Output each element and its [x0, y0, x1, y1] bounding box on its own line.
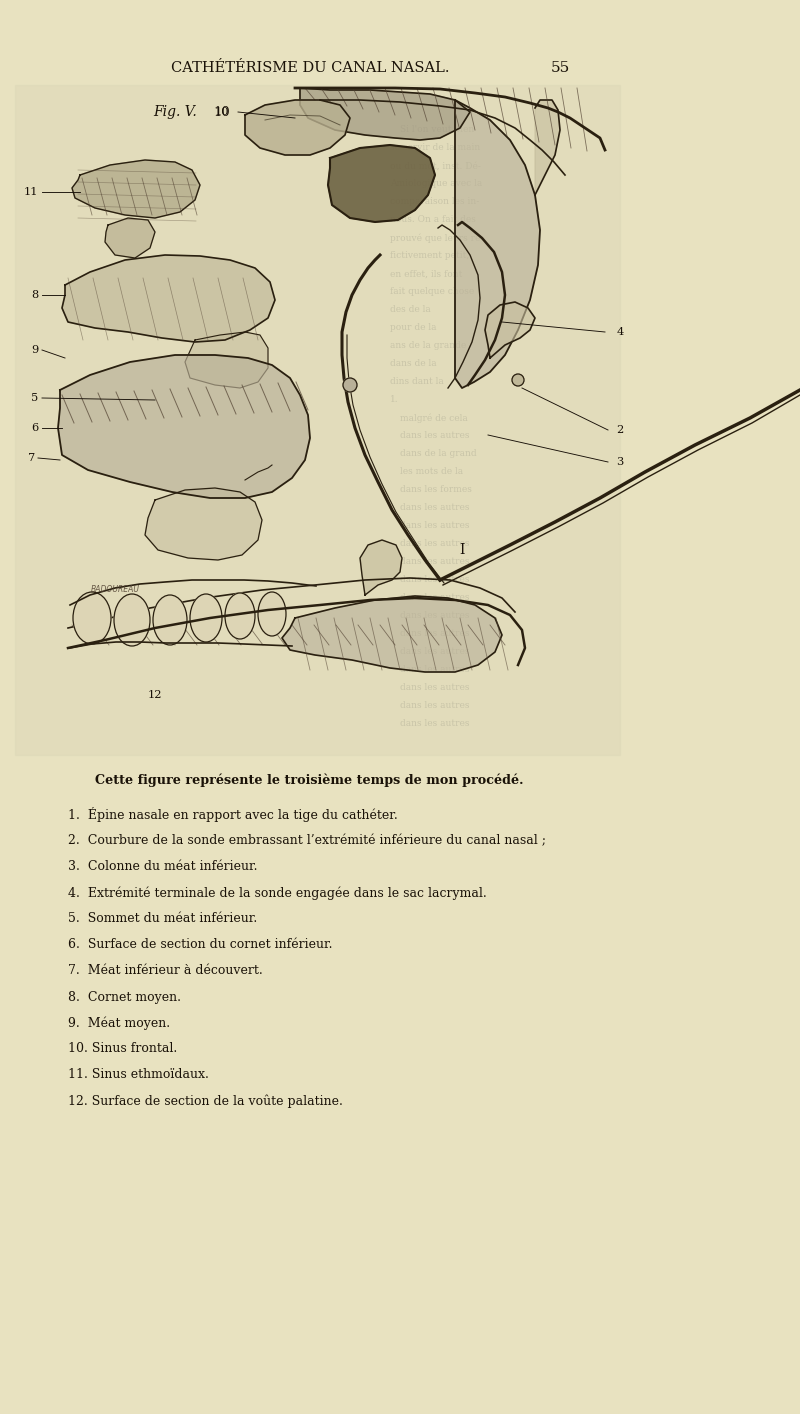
Text: pour de la: pour de la — [390, 324, 437, 332]
Text: dans les autres: dans les autres — [400, 503, 470, 512]
Text: dans les autres: dans les autres — [400, 522, 470, 530]
Polygon shape — [245, 100, 350, 156]
Text: en effet, ils font: en effet, ils font — [390, 270, 462, 279]
Text: 6: 6 — [30, 423, 38, 433]
Text: 1.  Épine nasale en rapport avec la tige du cathéter.: 1. Épine nasale en rapport avec la tige … — [68, 807, 398, 823]
Text: dans les formes: dans les formes — [400, 485, 472, 495]
Polygon shape — [455, 100, 540, 387]
Text: 4: 4 — [616, 327, 624, 337]
Text: dans les autres: dans les autres — [400, 701, 470, 710]
Text: dans les autres: dans les autres — [400, 720, 470, 728]
Ellipse shape — [225, 592, 255, 639]
Text: 12. Surface de section de la voûte palatine.: 12. Surface de section de la voûte palat… — [68, 1094, 343, 1107]
Text: dans les autres: dans les autres — [400, 666, 470, 674]
Text: dins dant la: dins dant la — [390, 378, 444, 386]
Text: prouvé que leurs re-: prouvé que leurs re- — [390, 233, 483, 243]
Text: dans de la grand: dans de la grand — [400, 450, 477, 458]
Text: 11: 11 — [23, 187, 38, 197]
Polygon shape — [535, 100, 560, 195]
Polygon shape — [145, 488, 262, 560]
Text: 3: 3 — [616, 457, 624, 467]
Text: 12: 12 — [148, 690, 162, 700]
Text: dans les autres: dans les autres — [400, 629, 470, 639]
Circle shape — [512, 373, 524, 386]
Ellipse shape — [190, 594, 222, 642]
Text: 3.  Colonne du méat inférieur.: 3. Colonne du méat inférieur. — [68, 861, 258, 874]
Text: 7.  Méat inférieur à découvert.: 7. Méat inférieur à découvert. — [68, 964, 262, 977]
Ellipse shape — [73, 592, 111, 643]
Text: Fig. V.: Fig. V. — [153, 105, 197, 119]
Text: dans les autres: dans les autres — [400, 575, 470, 584]
Polygon shape — [185, 332, 268, 387]
Text: 55: 55 — [550, 61, 570, 75]
Text: 9.  Méat moyen.: 9. Méat moyen. — [68, 1017, 170, 1029]
Text: 8: 8 — [30, 290, 38, 300]
Text: comparaison les in-: comparaison les in- — [390, 198, 479, 206]
Text: se servir de la main: se servir de la main — [390, 143, 480, 153]
Text: ans de la grande: ans de la grande — [390, 342, 466, 351]
Polygon shape — [328, 146, 435, 222]
Text: 10. Sinus frontal.: 10. Sinus frontal. — [68, 1042, 178, 1055]
Text: 1.: 1. — [390, 396, 398, 404]
Ellipse shape — [258, 592, 286, 636]
Text: BADOUREAU: BADOUREAU — [90, 585, 139, 594]
Polygon shape — [72, 160, 200, 218]
Text: malgré de cela: malgré de cela — [400, 413, 468, 423]
Text: nous. On a fait des: nous. On a fait des — [390, 215, 476, 225]
Text: 6.  Surface de section du cornet inférieur.: 6. Surface de section du cornet inférieu… — [68, 939, 333, 952]
Text: 11. Sinus ethmoïdaux.: 11. Sinus ethmoïdaux. — [68, 1069, 209, 1082]
Circle shape — [343, 378, 357, 392]
Text: 5: 5 — [30, 393, 38, 403]
Text: 10: 10 — [214, 107, 230, 117]
Text: 10: 10 — [214, 106, 230, 119]
Polygon shape — [300, 88, 470, 140]
Ellipse shape — [114, 594, 150, 646]
Bar — [15, 85, 620, 755]
Text: dans les autres: dans les autres — [400, 648, 470, 656]
Text: Cette figure représente le troisième temps de mon procédé.: Cette figure représente le troisième tem… — [95, 773, 523, 786]
Text: les mots de la: les mots de la — [400, 468, 463, 477]
Text: dans les autres: dans les autres — [400, 594, 470, 602]
Polygon shape — [62, 255, 275, 342]
Text: Si l'on veut bien: Si l'on veut bien — [400, 126, 474, 134]
Text: 2: 2 — [616, 426, 624, 436]
Polygon shape — [58, 355, 310, 498]
Text: ou du mot, inst. Dé-: ou du mot, inst. Dé- — [390, 161, 481, 171]
Text: CATHÉTÉRISME DU CANAL NASAL.: CATHÉTÉRISME DU CANAL NASAL. — [170, 61, 450, 75]
Text: Amiologique avec la: Amiologique avec la — [390, 180, 482, 188]
Text: 2.  Courbure de la sonde embrassant l’extrémité inférieure du canal nasal ;: 2. Courbure de la sonde embrassant l’ext… — [68, 834, 546, 847]
Text: 5.  Sommet du méat inférieur.: 5. Sommet du méat inférieur. — [68, 912, 258, 926]
Text: 7: 7 — [28, 452, 35, 462]
Text: dans les autres: dans les autres — [400, 431, 470, 441]
Text: I: I — [459, 543, 465, 557]
Polygon shape — [485, 303, 535, 358]
Text: dans les autres: dans les autres — [400, 611, 470, 621]
Polygon shape — [360, 540, 402, 595]
Text: fait quelque chose: fait quelque chose — [390, 287, 474, 297]
Text: dans les autres: dans les autres — [400, 557, 470, 567]
Text: fictivement petit,: fictivement petit, — [390, 252, 470, 260]
Text: dans les autres: dans les autres — [400, 540, 470, 549]
Polygon shape — [105, 218, 155, 257]
Text: dans les autres: dans les autres — [400, 683, 470, 693]
Text: des de la: des de la — [390, 305, 430, 314]
Text: 4.  Extrémité terminale de la sonde engagée dans le sac lacrymal.: 4. Extrémité terminale de la sonde engag… — [68, 887, 486, 899]
Ellipse shape — [153, 595, 187, 645]
Polygon shape — [282, 595, 502, 672]
Text: dans de la: dans de la — [390, 359, 437, 369]
Text: 9: 9 — [30, 345, 38, 355]
Text: 8.  Cornet moyen.: 8. Cornet moyen. — [68, 990, 181, 1004]
